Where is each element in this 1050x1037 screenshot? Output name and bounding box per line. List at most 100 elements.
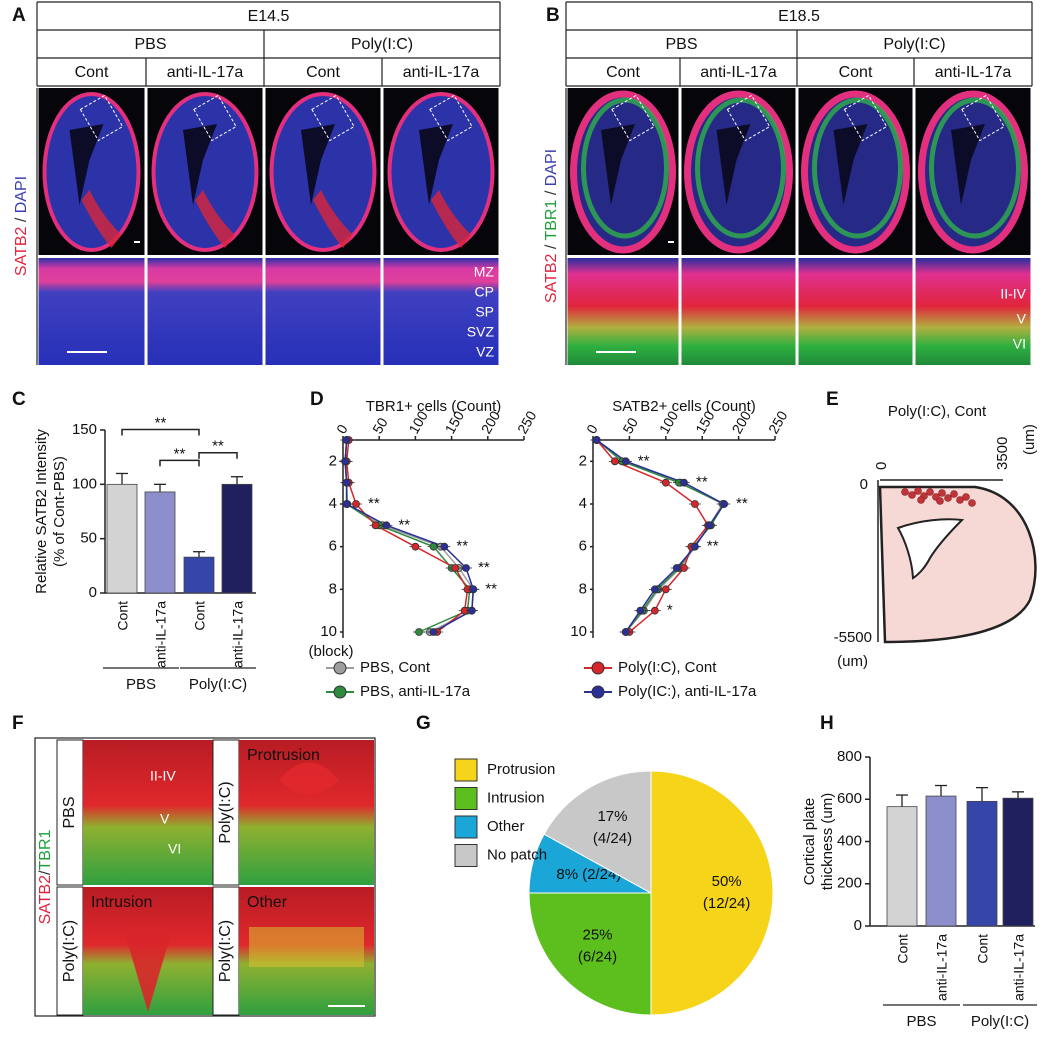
condition-label: anti-IL-17a xyxy=(935,64,1012,81)
y-axis-label: Cortical plate xyxy=(801,798,818,886)
panel-label: B xyxy=(546,5,560,26)
protrusion-patch xyxy=(279,762,339,795)
series-line xyxy=(596,439,709,633)
chart-title: TBR1+ cells (Count) xyxy=(366,398,501,415)
x-tick-label: anti-IL-17a xyxy=(934,934,950,1001)
ventricle xyxy=(951,124,985,205)
legend-label: PBS, Cont xyxy=(360,659,431,676)
satb2-region xyxy=(313,190,353,248)
series-line xyxy=(596,439,726,633)
significance-label: * xyxy=(667,602,673,619)
stain-part: TBR1 xyxy=(37,829,54,870)
panel-title: Poly(I:C), Cont xyxy=(888,403,987,420)
legend-swatch xyxy=(454,815,478,839)
data-point xyxy=(341,457,350,466)
brain-section xyxy=(269,92,377,252)
group-label: Poly(I:C) xyxy=(217,781,234,843)
group-label: Poly(I:C) xyxy=(351,36,413,53)
satb2-region xyxy=(431,190,471,248)
y-tick-label: 6 xyxy=(579,538,587,555)
condition-label: Cont xyxy=(606,64,640,81)
brain-section xyxy=(387,92,495,252)
satb2-region xyxy=(195,190,235,248)
y-axis-label: (block) xyxy=(308,643,353,660)
panel-label: G xyxy=(416,713,431,734)
stain-part: / xyxy=(13,213,30,226)
significance-label: ** xyxy=(736,495,748,512)
ventricle xyxy=(896,518,965,580)
y-tick-label: 10 xyxy=(570,623,587,640)
significance-label: ** xyxy=(368,495,380,512)
y-tick-label: 600 xyxy=(837,790,862,807)
satb2-region xyxy=(81,190,122,248)
brain-section xyxy=(151,92,259,252)
label-box xyxy=(56,739,84,886)
panel-label: C xyxy=(12,389,26,410)
bar xyxy=(966,800,998,927)
layer-label: V xyxy=(1017,311,1027,327)
zoom-box xyxy=(79,94,124,142)
legend-marker xyxy=(591,661,605,675)
series-line xyxy=(344,439,471,633)
panel-label: D xyxy=(310,389,324,410)
data-point xyxy=(371,521,380,530)
data-point xyxy=(352,500,360,508)
slice-label: 8% xyxy=(556,866,578,883)
series-line xyxy=(345,439,469,633)
stain-part: DAPI xyxy=(543,149,560,186)
pie-slice xyxy=(528,892,652,1016)
data-point xyxy=(621,628,630,636)
data-point xyxy=(636,606,645,615)
y-tick-label: 400 xyxy=(837,832,862,849)
zoom-image xyxy=(681,258,796,365)
intrusion-patch xyxy=(123,927,173,1012)
ventricle xyxy=(601,124,635,205)
y-tick-label: 2 xyxy=(329,452,337,469)
x-tick-label: 50 xyxy=(369,415,391,437)
condition-label: Cont xyxy=(306,64,340,81)
zoom-box xyxy=(429,94,473,142)
stain-part: / xyxy=(37,870,54,875)
significance-label: ** xyxy=(638,452,650,469)
y-tick-label: 800 xyxy=(837,748,862,765)
data-point xyxy=(650,606,659,615)
legend-swatch xyxy=(454,844,478,867)
y-tick-label: 4 xyxy=(579,495,587,512)
y-tick-label: 8 xyxy=(579,580,587,597)
legend-label: Poly(IC:), anti-IL-17a xyxy=(618,683,757,700)
stain-label: SATB2 / DAPI xyxy=(13,176,30,276)
slice-fraction: (6/24) xyxy=(578,948,617,965)
brain-section xyxy=(918,90,1028,254)
group-label: PBS xyxy=(126,676,156,693)
y-tick-label: 2 xyxy=(579,452,587,469)
ventricle xyxy=(833,124,868,205)
significance-label: ** xyxy=(174,445,186,462)
significance-label: ** xyxy=(456,538,468,555)
zoom-image xyxy=(383,258,499,365)
x-tick-label: 0 xyxy=(333,421,351,436)
panel-label: H xyxy=(820,713,834,734)
zoom-image xyxy=(147,258,263,365)
x-tick-label: Cont xyxy=(115,601,131,631)
data-point xyxy=(610,457,619,466)
panel-label: E xyxy=(826,389,839,410)
data-point xyxy=(467,606,476,615)
significance-label: ** xyxy=(478,559,490,576)
y-tick-label: 10 xyxy=(320,623,337,640)
y-tick-label: 100 xyxy=(72,475,97,492)
data-point xyxy=(469,585,478,594)
y-tick-label: 50 xyxy=(80,530,97,547)
data-point xyxy=(720,500,728,508)
axis-label: 3500 xyxy=(994,437,1011,470)
zoom-box xyxy=(311,94,355,142)
patch-dots xyxy=(901,487,976,507)
brain-section xyxy=(684,90,793,254)
condition-label: anti-IL-17a xyxy=(403,64,480,81)
axis-label: 0 xyxy=(860,476,868,493)
data-point xyxy=(429,542,438,551)
slice-fraction: (12/24) xyxy=(703,895,751,912)
ventricle xyxy=(301,124,335,205)
panel-label: F xyxy=(12,713,24,734)
layer-label: CP xyxy=(475,284,494,300)
y-axis-label: Relative SATB2 Intensity xyxy=(33,429,50,594)
